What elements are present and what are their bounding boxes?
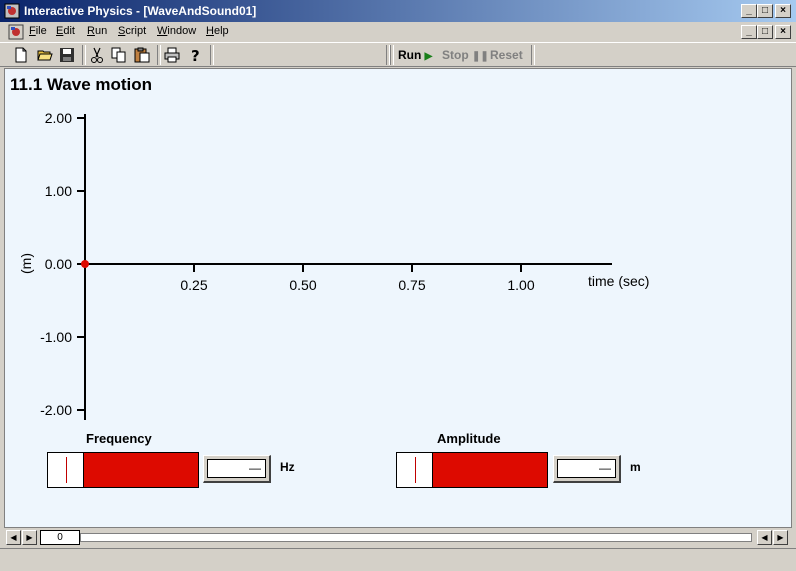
minimize-button[interactable]: _	[741, 4, 757, 18]
app-icon	[4, 3, 20, 19]
menu-help[interactable]: Help	[206, 25, 229, 37]
y-tick-label: 1.00	[45, 183, 72, 199]
amplitude-field[interactable]: —	[553, 455, 621, 483]
x-axis-label: time (sec)	[588, 273, 649, 289]
close-button[interactable]: ×	[775, 4, 791, 18]
amplitude-slider[interactable]	[396, 452, 548, 488]
frame-counter[interactable]: 0	[40, 530, 80, 545]
mdi-restore-button[interactable]: □	[757, 25, 773, 39]
maximize-button[interactable]: □	[757, 4, 773, 18]
play-icon: ▶	[424, 51, 433, 62]
simulation-workspace[interactable]	[4, 68, 792, 528]
menu-edit[interactable]: Edit	[56, 25, 75, 37]
scroll-left-button[interactable]: ◀	[757, 530, 772, 545]
mdi-close-button[interactable]: ×	[775, 25, 791, 39]
amplitude-slider-thumb[interactable]	[415, 457, 416, 483]
toolbar-separator	[390, 45, 394, 65]
window-title: Interactive Physics - [WaveAndSound01]	[24, 4, 257, 18]
menu-script[interactable]: Script	[118, 25, 147, 37]
wave-point	[81, 260, 89, 268]
amplitude-slider-fill	[432, 453, 547, 487]
menu-window[interactable]: Window	[157, 25, 197, 37]
amplitude-unit: m	[630, 460, 641, 474]
frequency-label: Frequency	[86, 431, 152, 446]
frequency-slider-fill	[83, 453, 198, 487]
menu-bar: File Edit Run Script Window Help _ □ ×	[0, 22, 796, 42]
reset-button[interactable]: Reset	[490, 48, 523, 62]
y-tick-label: 2.00	[45, 110, 72, 126]
x-tick-label: 0.75	[398, 277, 425, 293]
x-tick-label: 0.25	[180, 277, 207, 293]
step-forward-button[interactable]: ▶	[22, 530, 37, 545]
document-icon[interactable]	[8, 24, 24, 40]
page-title: 11.1 Wave motion	[10, 75, 153, 94]
frequency-value[interactable]: —	[207, 459, 266, 478]
frequency-unit: Hz	[280, 460, 295, 474]
toolbar-separator	[386, 45, 390, 65]
y-axis-label: (m)	[18, 253, 34, 274]
run-button[interactable]: Run ▶	[398, 48, 432, 62]
toolbar: ? Run ▶ Stop ❚❚ Reset	[0, 42, 796, 67]
frequency-slider-thumb[interactable]	[66, 457, 67, 483]
pause-icon: ❚❚	[472, 51, 489, 62]
stop-button[interactable]: Stop ❚❚	[442, 48, 489, 62]
scroll-right-button[interactable]: ▶	[773, 530, 788, 545]
mdi-minimize-button[interactable]: _	[741, 25, 757, 39]
menu-run[interactable]: Run	[87, 25, 108, 37]
svg-text:?: ?	[191, 47, 200, 64]
playback-tape[interactable]: ◀ ▶ 0 ◀ ▶	[4, 529, 792, 546]
menu-file[interactable]: File	[29, 25, 47, 37]
stop-label: Stop	[442, 48, 469, 62]
print-icon[interactable]	[163, 46, 181, 64]
run-label: Run	[398, 48, 422, 62]
toolbar-separator	[531, 45, 535, 65]
toolbar-separator	[210, 45, 214, 65]
x-tick-label: 1.00	[507, 277, 534, 293]
playback-track[interactable]	[80, 533, 752, 542]
frequency-slider[interactable]	[47, 452, 199, 488]
x-tick-label: 0.50	[289, 277, 316, 293]
copy-icon[interactable]	[110, 46, 128, 64]
frequency-field[interactable]: —	[203, 455, 271, 483]
y-tick-label: 0.00	[45, 256, 72, 272]
paste-icon[interactable]	[133, 46, 151, 64]
wave-graph[interactable]: 2.001.000.00-1.00-2.00 0.25 0.50 0.75 1.00 …	[0, 0, 796, 530]
status-bar	[0, 548, 796, 571]
y-tick-label: -1.00	[40, 329, 72, 345]
y-tick-label: -2.00	[40, 402, 72, 418]
toolbar-separator	[82, 45, 86, 65]
cut-scissors-icon[interactable]	[88, 46, 106, 64]
amplitude-value[interactable]: —	[557, 459, 616, 478]
step-back-button[interactable]: ◀	[6, 530, 21, 545]
window-title-bar[interactable]: Interactive Physics - [WaveAndSound01] _…	[0, 0, 796, 22]
help-icon[interactable]: ?	[186, 46, 204, 64]
open-folder-icon[interactable]	[36, 46, 54, 64]
amplitude-label: Amplitude	[437, 431, 501, 446]
toolbar-separator	[157, 45, 161, 65]
save-disk-icon[interactable]	[58, 46, 76, 64]
new-file-icon[interactable]	[12, 46, 30, 64]
